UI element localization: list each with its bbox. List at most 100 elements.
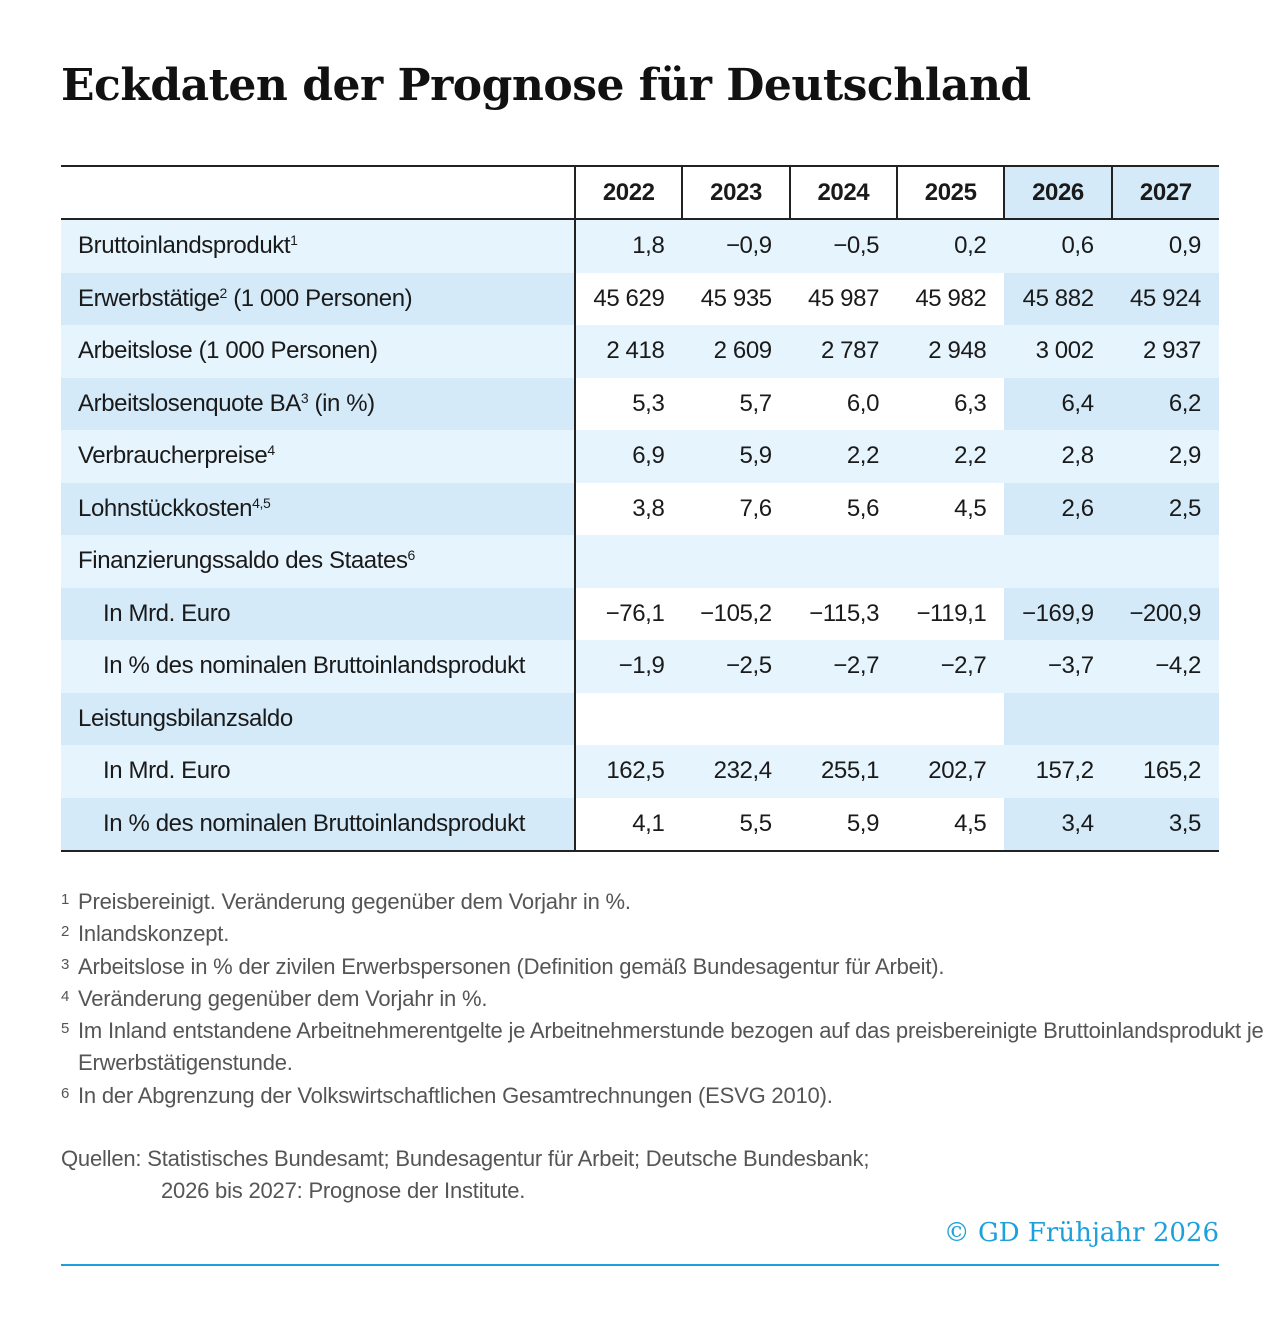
row-label: In % des nominalen Bruttoinlandsprodukt	[61, 640, 577, 693]
sources-line-1: Quellen: Statistisches Bundesamt; Bundes…	[61, 1146, 870, 1171]
row-label: Lohnstückkosten4,5	[61, 482, 577, 535]
copyright: © GD Frühjahr 2026	[943, 1218, 1219, 1248]
value-cell-2023	[682, 535, 790, 588]
footnote: 6 In der Abgrenzung der Volkswirtschaftli…	[61, 1080, 1280, 1112]
value-cell-2026: 3,4	[1004, 797, 1112, 851]
row-label-text: In % des nominalen Bruttoinlandsprodukt	[103, 809, 526, 837]
row-label: Finanzierungssaldo des Staates6	[61, 535, 577, 588]
value-cell-2022: 162,5	[575, 745, 683, 798]
value-cell-2024	[789, 692, 898, 745]
value-cell-2023: 7,6	[682, 482, 790, 535]
value-cell-2027: 45 924	[1111, 272, 1219, 325]
value-cell-2022	[575, 692, 683, 745]
page-title: Eckdaten der Prognose für Deutschland	[61, 60, 1031, 111]
value-cell-2024: 45 987	[789, 272, 898, 325]
row-label: In Mrd. Euro	[61, 745, 577, 798]
row-label-text: Verbraucherpreise	[78, 442, 268, 470]
year-header-2027: 2027	[1110, 166, 1219, 220]
table-row: In Mrd. Euro −76,1 −105,2 −115,3 −119,1 −169,…	[61, 587, 1219, 640]
sources: Quellen: Statistisches Bundesamt; Bundes…	[61, 1143, 869, 1208]
row-label: Verbraucherpreise4	[61, 430, 577, 483]
row-label: Arbeitslosenquote BA3 (in %)	[61, 377, 577, 430]
row-label-text: Bruttoinlandsprodukt	[78, 232, 291, 260]
year-header-2025: 2025	[896, 166, 1005, 220]
row-label-text: In Mrd. Euro	[103, 757, 231, 785]
value-cell-2024: 5,6	[789, 482, 898, 535]
row-label-text: Finanzierungssaldo des Staates	[78, 547, 408, 575]
value-cell-2027: 6,2	[1111, 377, 1219, 430]
footnote-text: Inlandskonzept.	[78, 921, 230, 947]
value-cell-2025: −2,7	[897, 640, 1005, 693]
year-header-2023: 2023	[681, 166, 790, 220]
table-row: Finanzierungssaldo des Staates6	[61, 535, 1219, 588]
value-cell-2022: 3,8	[575, 482, 683, 535]
value-cell-2026	[1004, 692, 1112, 745]
value-cell-2023: −2,5	[682, 640, 790, 693]
row-label: Erwerbstätige2 (1 000 Personen)	[61, 272, 577, 325]
value-cell-2027: 2 937	[1111, 325, 1219, 378]
value-cell-2022: −76,1	[575, 587, 683, 640]
value-cell-2024: −2,7	[789, 640, 898, 693]
row-label: In Mrd. Euro	[61, 587, 577, 640]
value-cell-2024: 2 787	[789, 325, 898, 378]
value-cell-2024: 2,2	[789, 430, 898, 483]
row-label-unit: (in %)	[308, 389, 375, 417]
row-label-text: In % des nominalen Bruttoinlandsprodukt	[103, 652, 526, 680]
value-cell-2023: −105,2	[682, 587, 790, 640]
value-cell-2026: 45 882	[1004, 272, 1112, 325]
value-cell-2024: 255,1	[789, 745, 898, 798]
value-cell-2022: 2 418	[575, 325, 683, 378]
value-cell-2026: 3 002	[1004, 325, 1112, 378]
value-cell-2022: 1,8	[575, 219, 683, 273]
row-label-text: Arbeitslose (1 000 Personen)	[78, 337, 378, 365]
value-cell-2024: 6,0	[789, 377, 898, 430]
table-row: Leistungsbilanzsaldo	[61, 692, 1219, 745]
year-header-2024: 2024	[788, 166, 898, 220]
value-cell-2022: 4,1	[575, 797, 683, 851]
sources-line-2: 2026 bis 2027: Prognose der Institute.	[161, 1178, 526, 1204]
header-label-cell	[61, 166, 576, 220]
table-row: Verbraucherpreise4 6,9 5,9 2,2 2,2 2,8 2,9	[61, 430, 1219, 483]
value-cell-2024: −0,5	[789, 219, 898, 273]
footnote-text: Im Inland entstandene Arbeitnehmerentgel…	[78, 1018, 1264, 1076]
row-label: Leistungsbilanzsaldo	[61, 692, 577, 745]
value-cell-2026: 2,6	[1004, 482, 1112, 535]
value-cell-2027	[1111, 692, 1219, 745]
year-header-2026: 2026	[1003, 166, 1112, 220]
value-cell-2026: −169,9	[1004, 587, 1112, 640]
table-row: Arbeitslosenquote BA3 (in %) 5,3 5,7 6,0 6,3…	[61, 377, 1219, 430]
value-cell-2022: 5,3	[575, 377, 683, 430]
value-cell-2023	[682, 692, 790, 745]
value-cell-2027: 2,5	[1111, 482, 1219, 535]
value-cell-2023: 45 935	[682, 272, 790, 325]
value-cell-2026: 6,4	[1004, 377, 1112, 430]
table-row: Arbeitslose (1 000 Personen) 2 418 2 609 2 …	[61, 325, 1219, 378]
footnote-ref: 6	[407, 547, 416, 564]
footnote-text: Preisbereinigt. Veränderung gegenüber de…	[78, 889, 631, 914]
table-row: Lohnstückkosten4,5 3,8 7,6 5,6 4,5 2,6 2,5	[61, 482, 1219, 535]
value-cell-2027: −4,2	[1111, 640, 1219, 693]
footnote-number: 4	[61, 987, 70, 1005]
table-row: In Mrd. Euro 162,5 232,4 255,1 202,7 157,2 165…	[61, 745, 1219, 798]
footnote-ref: 4,5	[252, 494, 271, 511]
footnote-ref: 4	[267, 442, 275, 459]
footnote-number: 1	[61, 891, 70, 908]
value-cell-2022: 6,9	[575, 430, 683, 483]
table-row: Erwerbstätige2 (1 000 Personen) 45 629 45 …	[61, 272, 1219, 325]
footnote-ref: 1	[290, 232, 298, 249]
table-header-row: 2022 2023 2024 2025 2026 2027	[61, 166, 1219, 220]
value-cell-2022: −1,9	[575, 640, 683, 693]
value-cell-2022: 45 629	[575, 272, 683, 325]
value-cell-2024	[789, 535, 898, 588]
row-label: Bruttoinlandsprodukt1	[61, 219, 577, 273]
footnote: 3 Arbeitslose in % der zivilen Erwerbsper…	[61, 951, 1280, 983]
footnote-ref: 2	[219, 284, 228, 301]
footnote: 4 Veränderung gegenüber dem Vorjahr in %.	[61, 983, 1280, 1015]
row-label-unit: (1 000 Personen)	[226, 284, 413, 312]
value-cell-2027: 0,9	[1111, 219, 1219, 273]
footnote-number: 2	[61, 923, 70, 941]
table-row: Bruttoinlandsprodukt1 1,8 −0,9 −0,5 0,2 0,6 0,…	[61, 219, 1219, 273]
footnote-text: Veränderung gegenüber dem Vorjahr in %.	[78, 985, 488, 1011]
row-label: Arbeitslose (1 000 Personen)	[61, 325, 577, 378]
footnote: 2 Inlandskonzept.	[61, 918, 1280, 950]
